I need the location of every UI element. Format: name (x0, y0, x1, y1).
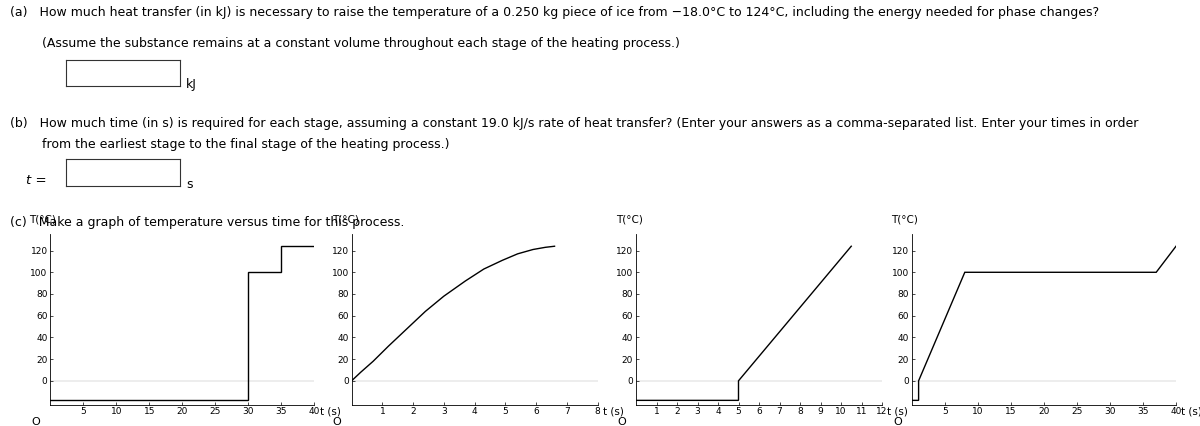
Text: T(°C): T(°C) (617, 214, 643, 224)
Text: (a)   How much heat transfer (in kJ) is necessary to raise the temperature of a : (a) How much heat transfer (in kJ) is ne… (10, 6, 1099, 20)
Text: (c)   Make a graph of temperature versus time for this process.: (c) Make a graph of temperature versus t… (10, 216, 404, 230)
Text: O: O (893, 417, 902, 426)
Text: t (s): t (s) (602, 406, 623, 416)
Text: t (s): t (s) (1181, 406, 1200, 416)
Text: O: O (617, 417, 626, 426)
Text: (b)   How much time (in s) is required for each stage, assuming a constant 19.0 : (b) How much time (in s) is required for… (10, 117, 1138, 130)
Text: (Assume the substance remains at a constant volume throughout each stage of the : (Assume the substance remains at a const… (10, 37, 679, 50)
Text: from the earliest stage to the final stage of the heating process.): from the earliest stage to the final sta… (10, 138, 449, 151)
Text: T(°C): T(°C) (890, 214, 918, 224)
Text: t (s): t (s) (887, 406, 907, 416)
Text: T(°C): T(°C) (29, 214, 56, 224)
Text: t =: t = (26, 173, 47, 187)
Text: t (s): t (s) (319, 406, 341, 416)
Text: s: s (186, 178, 192, 191)
Text: O: O (332, 417, 342, 426)
Text: T(°C): T(°C) (332, 214, 359, 224)
Text: kJ: kJ (186, 78, 197, 92)
Text: O: O (31, 417, 41, 426)
